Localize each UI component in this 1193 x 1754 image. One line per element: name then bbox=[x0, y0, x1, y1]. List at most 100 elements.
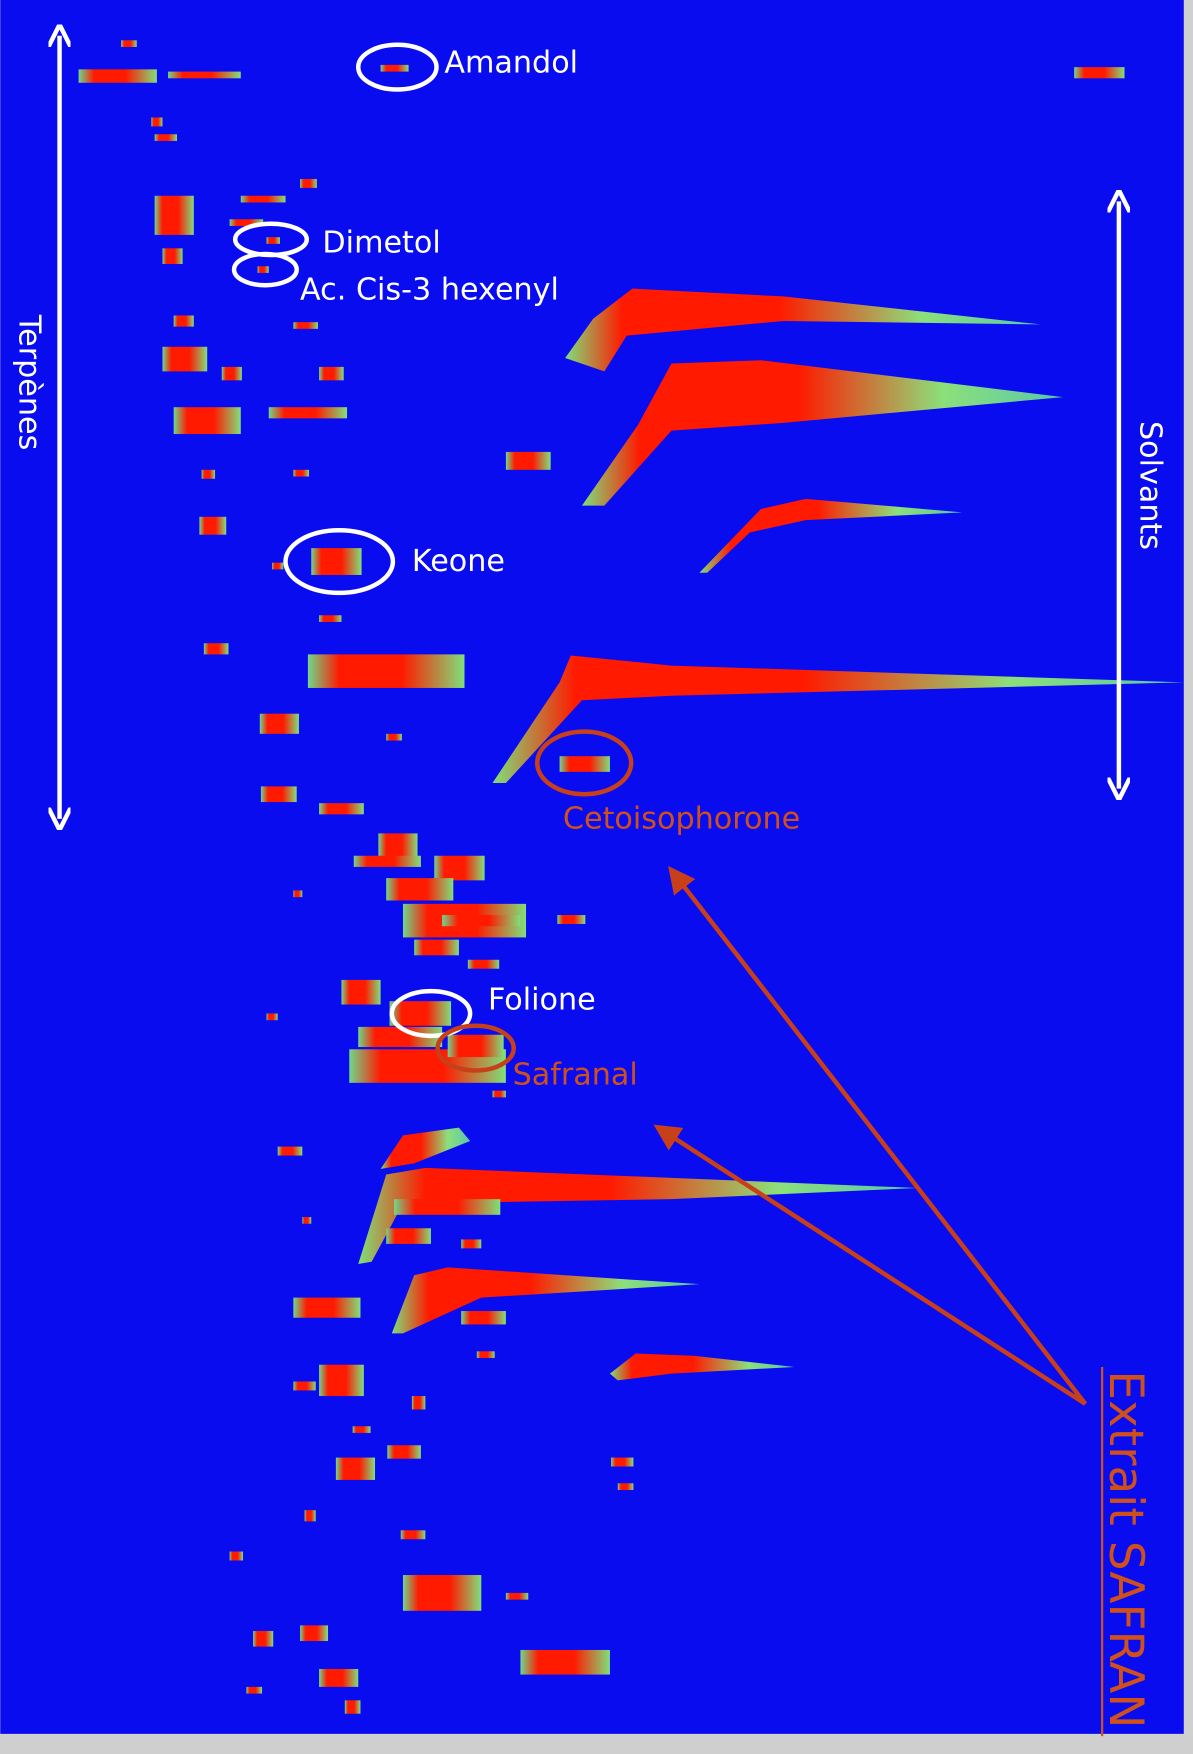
peak bbox=[380, 64, 409, 72]
status-bar bbox=[0, 1736, 1193, 1754]
compound-label: Keone bbox=[412, 544, 505, 579]
peak bbox=[434, 855, 485, 881]
peak bbox=[221, 366, 242, 381]
range-label: Terpènes bbox=[12, 314, 47, 450]
compound-label: Dimetol bbox=[322, 225, 440, 260]
peak bbox=[447, 1034, 504, 1058]
peak bbox=[442, 915, 521, 927]
peak bbox=[257, 266, 269, 273]
peak bbox=[300, 1625, 329, 1642]
peak bbox=[151, 117, 163, 127]
ring bbox=[355, 42, 439, 92]
peak bbox=[386, 878, 454, 901]
peak bbox=[78, 69, 157, 83]
peak bbox=[505, 1592, 529, 1600]
peak bbox=[259, 713, 299, 734]
peak bbox=[402, 1575, 482, 1611]
peak bbox=[162, 346, 208, 372]
pointer-arrow bbox=[668, 866, 1088, 1406]
peak bbox=[391, 1267, 700, 1334]
peak bbox=[378, 833, 418, 858]
peak bbox=[253, 1630, 274, 1647]
peak bbox=[353, 855, 421, 867]
peak bbox=[293, 890, 303, 898]
peak bbox=[461, 1239, 482, 1249]
peak bbox=[302, 1217, 312, 1224]
peak bbox=[1074, 67, 1125, 79]
peak bbox=[304, 1510, 316, 1522]
peak bbox=[266, 1013, 278, 1021]
peak bbox=[203, 643, 229, 655]
peak bbox=[277, 1146, 303, 1156]
peak bbox=[266, 237, 280, 244]
peak bbox=[699, 498, 963, 573]
peak bbox=[581, 360, 1063, 506]
peak bbox=[240, 195, 286, 203]
ring bbox=[231, 251, 299, 288]
peak bbox=[307, 654, 465, 688]
peak bbox=[168, 71, 241, 79]
ring bbox=[389, 988, 473, 1039]
peak bbox=[201, 469, 216, 479]
ring bbox=[283, 527, 396, 596]
peak bbox=[319, 1364, 364, 1397]
markers bbox=[60, 36, 1119, 1737]
peak bbox=[505, 451, 551, 470]
compound-label: Safranal bbox=[513, 1058, 638, 1093]
peak bbox=[319, 615, 342, 622]
peak bbox=[154, 134, 178, 141]
peak bbox=[341, 979, 381, 1005]
peak bbox=[411, 1396, 426, 1410]
peak bbox=[344, 1700, 361, 1714]
peak bbox=[199, 516, 227, 535]
peaks bbox=[78, 40, 1184, 1714]
peak bbox=[358, 1026, 443, 1048]
peak bbox=[268, 407, 348, 419]
peak bbox=[609, 1353, 795, 1381]
peak bbox=[335, 1457, 376, 1480]
peak bbox=[319, 1668, 359, 1687]
peak bbox=[293, 1381, 316, 1391]
peak bbox=[565, 288, 1041, 372]
peak bbox=[380, 1127, 471, 1169]
peak bbox=[386, 733, 402, 741]
peak bbox=[467, 959, 500, 969]
peak bbox=[352, 1426, 371, 1433]
pointer-arrow bbox=[653, 1124, 1087, 1406]
peak bbox=[461, 1311, 506, 1325]
peak bbox=[319, 366, 344, 381]
peak bbox=[400, 1530, 426, 1540]
peak bbox=[300, 178, 317, 188]
peak bbox=[311, 548, 362, 575]
compound-label: Cetoisophorone bbox=[563, 801, 800, 836]
peak bbox=[293, 1297, 361, 1318]
peak bbox=[293, 469, 310, 477]
peak bbox=[611, 1457, 634, 1467]
peak bbox=[272, 562, 284, 570]
peak bbox=[319, 803, 364, 815]
peak bbox=[260, 786, 297, 803]
ring bbox=[435, 1023, 516, 1073]
peak bbox=[617, 1483, 634, 1491]
peak bbox=[121, 40, 137, 47]
peak bbox=[358, 1167, 918, 1265]
range-label: Solvants bbox=[1133, 421, 1168, 550]
peak bbox=[414, 939, 459, 956]
peak bbox=[173, 407, 241, 435]
peak bbox=[293, 322, 318, 329]
title: Extrait SAFRAN bbox=[1098, 1370, 1153, 1728]
ring bbox=[534, 729, 634, 797]
peak bbox=[476, 1351, 495, 1359]
peak bbox=[394, 1199, 501, 1215]
peak bbox=[387, 1445, 421, 1459]
peak bbox=[173, 315, 194, 327]
peak bbox=[389, 1001, 452, 1026]
compound-label: Amandol bbox=[444, 45, 578, 80]
peak bbox=[229, 1551, 244, 1561]
peak bbox=[520, 1649, 610, 1675]
peak bbox=[492, 1090, 506, 1098]
peak bbox=[229, 219, 264, 226]
